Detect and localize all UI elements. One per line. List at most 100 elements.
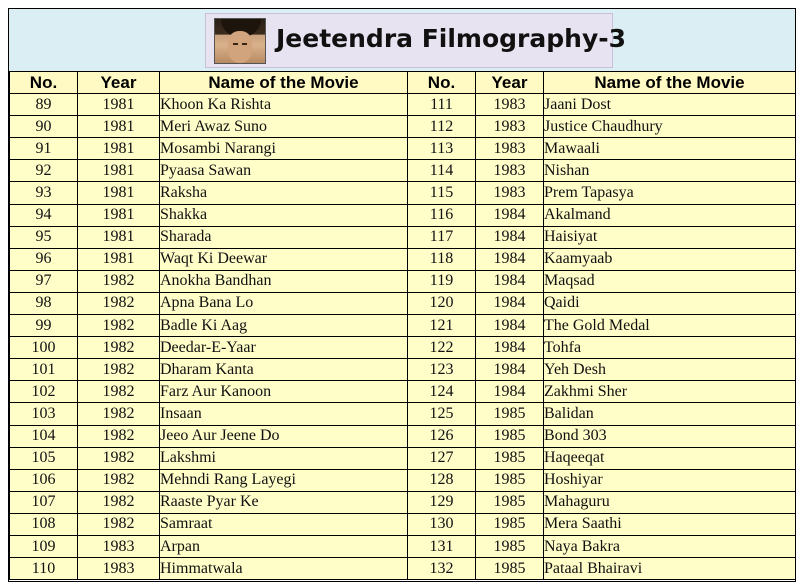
right-year-cell: 1984 xyxy=(475,358,544,382)
right-number-cell: 130 xyxy=(407,512,476,536)
left-year-cell: 1981 xyxy=(77,115,160,139)
right-name-cell: Nishan xyxy=(543,159,796,183)
left-year-cell: 1982 xyxy=(77,424,160,448)
left-number-cell: 107 xyxy=(9,490,78,514)
right-name-cell: Pataal Bhairavi xyxy=(543,557,796,581)
table-row: 96 1981 Waqt Ki Deewar 118 1984 Kaamyaab xyxy=(9,247,796,271)
right-number-cell: 126 xyxy=(407,424,476,448)
left-name-cell: Mosambi Narangi xyxy=(159,137,408,161)
left-year-cell: 1983 xyxy=(77,557,160,581)
table-row: 89 1981 Khoon Ka Rishta 111 1983 Jaani Dost xyxy=(9,93,796,117)
table-row: 93 1981 Raksha 115 1983 Prem Tapasya xyxy=(9,181,796,205)
right-year-cell: 1984 xyxy=(475,203,544,227)
left-number-cell: 102 xyxy=(9,380,78,404)
page-title: Jeetendra Filmography-3 xyxy=(276,24,627,53)
left-name-cell: Apna Bana Lo xyxy=(159,291,408,316)
right-number-cell: 113 xyxy=(407,137,476,161)
left-name-cell: Deedar-E-Yaar xyxy=(159,336,408,360)
right-number-cell: 116 xyxy=(407,203,476,227)
right-year-cell: 1983 xyxy=(475,93,544,117)
right-name-cell: Hoshiyar xyxy=(543,468,796,492)
left-year-cell: 1982 xyxy=(77,512,160,536)
left-year-cell: 1982 xyxy=(77,446,160,470)
left-name-cell: Waqt Ki Deewar xyxy=(159,247,408,271)
left-number-cell: 93 xyxy=(9,181,78,205)
left-name-cell: Dharam Kanta xyxy=(159,358,408,382)
right-year-cell: 1985 xyxy=(475,557,544,581)
left-year-cell: 1981 xyxy=(77,247,160,271)
right-number-cell: 118 xyxy=(407,247,476,271)
right-name-cell: Kaamyaab xyxy=(543,247,796,271)
right-name-cell: Balidan xyxy=(543,402,796,426)
right-name-cell: The Gold Medal xyxy=(543,314,796,338)
right-year-cell: 1984 xyxy=(475,291,544,316)
left-number-cell: 92 xyxy=(9,159,78,183)
right-year-cell: 1984 xyxy=(475,314,544,338)
right-year-cell: 1985 xyxy=(475,468,544,492)
right-number-cell: 117 xyxy=(407,225,476,249)
table-row: 106 1982 Mehndi Rang Layegi 128 1985 Hoshiyar xyxy=(9,468,796,492)
left-name-cell: Meri Awaz Suno xyxy=(159,115,408,139)
left-year-cell: 1981 xyxy=(77,93,160,117)
left-number-cell: 90 xyxy=(9,115,78,139)
table-row: 107 1982 Raaste Pyar Ke 129 1985 Mahaguru xyxy=(9,490,796,514)
right-number-cell: 114 xyxy=(407,159,476,183)
right-year-cell: 1984 xyxy=(475,380,544,404)
right-year-cell: 1985 xyxy=(475,424,544,448)
right-number-cell: 128 xyxy=(407,468,476,492)
left-number-cell: 97 xyxy=(9,269,78,293)
right-number-cell: 125 xyxy=(407,402,476,426)
left-number-cell: 100 xyxy=(9,336,78,360)
right-year-cell: 1984 xyxy=(475,336,544,360)
left-year-cell: 1982 xyxy=(77,269,160,293)
table-row: 110 1983 Himmatwala 132 1985 Pataal Bhairavi xyxy=(9,557,796,581)
filmography-table: No. Year Name of the Movie No. Year Name… xyxy=(9,70,796,581)
right-name-cell: Jaani Dost xyxy=(543,93,796,117)
header-no-left: No. xyxy=(9,70,78,95)
left-year-cell: 1981 xyxy=(77,203,160,227)
right-name-cell: Bond 303 xyxy=(543,424,796,448)
left-name-cell: Lakshmi xyxy=(159,446,408,470)
left-name-cell: Mehndi Rang Layegi xyxy=(159,468,408,492)
right-name-cell: Haisiyat xyxy=(543,225,796,249)
table-row: 108 1982 Samraat 130 1985 Mera Saathi xyxy=(9,512,796,536)
table-row: 95 1981 Sharada 117 1984 Haisiyat xyxy=(9,225,796,249)
right-year-cell: 1985 xyxy=(475,402,544,426)
table-row: 92 1981 Pyaasa Sawan 114 1983 Nishan xyxy=(9,159,796,183)
right-number-cell: 131 xyxy=(407,534,476,559)
left-name-cell: Raaste Pyar Ke xyxy=(159,490,408,514)
right-number-cell: 120 xyxy=(407,291,476,316)
right-name-cell: Mahaguru xyxy=(543,490,796,514)
left-number-cell: 108 xyxy=(9,512,78,536)
right-year-cell: 1985 xyxy=(475,534,544,559)
right-name-cell: Qaidi xyxy=(543,291,796,316)
table-row: 101 1982 Dharam Kanta 123 1984 Yeh Desh xyxy=(9,358,796,382)
right-name-cell: Maqsad xyxy=(543,269,796,293)
left-name-cell: Sharada xyxy=(159,225,408,249)
table-body: 89 1981 Khoon Ka Rishta 111 1983 Jaani Dost 90… xyxy=(9,93,796,581)
left-number-cell: 95 xyxy=(9,225,78,249)
right-number-cell: 122 xyxy=(407,336,476,360)
left-name-cell: Farz Aur Kanoon xyxy=(159,380,408,404)
actor-portrait-icon xyxy=(214,18,266,64)
right-name-cell: Tohfa xyxy=(543,336,796,360)
left-name-cell: Jeeo Aur Jeene Do xyxy=(159,424,408,448)
right-name-cell: Zakhmi Sher xyxy=(543,380,796,404)
right-year-cell: 1983 xyxy=(475,181,544,205)
right-number-cell: 112 xyxy=(407,115,476,139)
right-number-cell: 111 xyxy=(407,93,476,117)
right-number-cell: 119 xyxy=(407,269,476,293)
left-number-cell: 94 xyxy=(9,203,78,227)
right-number-cell: 127 xyxy=(407,446,476,470)
right-name-cell: Naya Bakra xyxy=(543,534,796,559)
right-name-cell: Justice Chaudhury xyxy=(543,115,796,139)
table-row: 104 1982 Jeeo Aur Jeene Do 126 1985 Bond 303 xyxy=(9,424,796,448)
left-year-cell: 1982 xyxy=(77,402,160,426)
filmography-sheet: Jeetendra Filmography-3 No. Year Name of… xyxy=(8,8,796,582)
left-year-cell: 1982 xyxy=(77,358,160,382)
left-number-cell: 91 xyxy=(9,137,78,161)
header-row: No. Year Name of the Movie No. Year Name… xyxy=(9,70,796,95)
left-year-cell: 1982 xyxy=(77,468,160,492)
left-name-cell: Shakka xyxy=(159,203,408,227)
left-number-cell: 110 xyxy=(9,557,78,581)
